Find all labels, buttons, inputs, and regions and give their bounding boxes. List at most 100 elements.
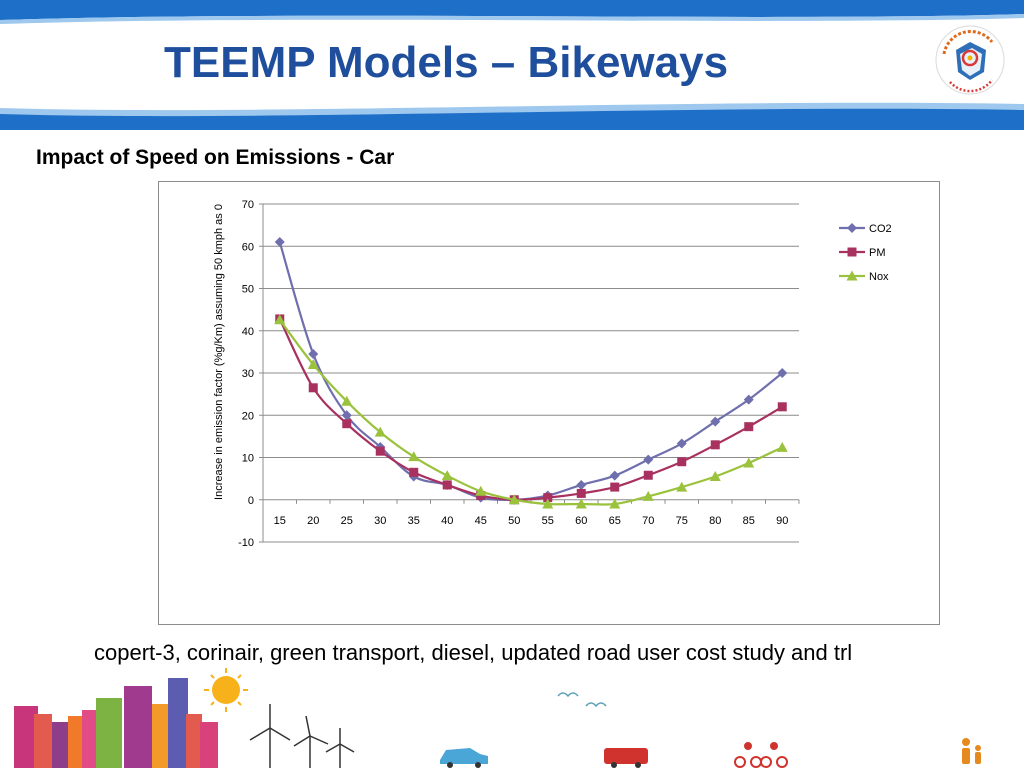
- legend-item-co2: CO2: [839, 223, 892, 235]
- data-point-square: [610, 482, 620, 492]
- bus-icon: [604, 748, 648, 768]
- gridlines: [263, 203, 799, 543]
- data-point-diamond: [308, 348, 319, 359]
- y-tick-label: -10: [238, 537, 254, 549]
- emissions-line-chart: -10 0 10 20 30 40 50 60 70 15 20 25 30 35 40 45 50 55 60 65…: [213, 199, 892, 549]
- bicycle-icon: [734, 742, 788, 768]
- data-point-diamond: [777, 368, 788, 378]
- pedestrians-icon: [962, 738, 981, 764]
- car-icon: [440, 748, 488, 768]
- y-tick-label: 40: [242, 326, 254, 338]
- x-tick-label: 30: [374, 515, 386, 527]
- series-line-pm: [278, 318, 783, 501]
- legend-item-nox: Nox: [839, 270, 889, 283]
- data-point-triangle: [475, 485, 487, 496]
- data-point-triangle: [676, 481, 688, 492]
- x-tick-label: 60: [575, 515, 587, 527]
- header: TEEMP Models – Bikeways: [0, 0, 1024, 130]
- legend-label: Nox: [869, 271, 889, 283]
- data-point-triangle: [542, 498, 554, 509]
- data-point-diamond: [609, 470, 620, 481]
- x-tick-label: 25: [341, 515, 353, 527]
- y-tick-label: 60: [242, 241, 254, 253]
- data-point-triangle: [609, 498, 621, 509]
- series-co2: [274, 237, 788, 505]
- data-point-triangle: [408, 451, 420, 462]
- data-point-square: [643, 470, 653, 480]
- data-point-square: [576, 488, 586, 498]
- x-tick-label: 75: [676, 515, 688, 527]
- series-line-nox: [278, 319, 783, 506]
- data-point-square: [442, 480, 452, 490]
- data-point-triangle: [441, 470, 453, 481]
- y-tick-label: 10: [242, 453, 254, 465]
- data-point-square: [847, 247, 857, 257]
- x-tick-label: 20: [307, 515, 319, 527]
- x-tick-label: 90: [776, 515, 788, 527]
- y-tick-label: 70: [242, 199, 254, 211]
- legend-label: PM: [869, 247, 886, 259]
- x-tick-label: 40: [441, 515, 453, 527]
- data-point-square: [308, 383, 318, 393]
- legend-label: CO2: [869, 223, 892, 235]
- data-point-triangle: [743, 457, 755, 468]
- data-point-triangle: [307, 359, 319, 370]
- data-point-triangle: [374, 426, 386, 437]
- x-tick-label: 55: [542, 515, 554, 527]
- sun-icon: [204, 668, 248, 712]
- legend-item-pm: PM: [839, 247, 886, 259]
- x-tick-label: 50: [508, 515, 520, 527]
- data-point-triangle: [341, 395, 353, 406]
- data-point-diamond: [847, 223, 857, 233]
- data-point-diamond: [576, 479, 587, 490]
- data-point-triangle: [642, 490, 654, 501]
- axes: -10 0 10 20 30 40 50 60 70 15 20 25 30 35 40 45 50 55 60 65…: [238, 199, 800, 549]
- data-point-square: [409, 467, 419, 477]
- clean-air-initiative-logo: [935, 25, 1005, 95]
- x-tick-label: 70: [642, 515, 654, 527]
- y-axis-label: Increase in emission factor (%g/Km) assu…: [213, 204, 225, 500]
- series-lines: [274, 237, 788, 509]
- series-pm: [275, 314, 787, 505]
- data-point-square: [375, 446, 385, 456]
- data-point-triangle: [508, 494, 520, 505]
- y-tick-label: 50: [242, 284, 254, 296]
- x-tick-label: 65: [609, 515, 621, 527]
- data-point-square: [342, 419, 352, 429]
- data-point-square: [677, 457, 687, 467]
- data-point-triangle: [709, 471, 721, 482]
- data-point-triangle: [846, 270, 858, 281]
- chart-heading: Impact of Speed on Emissions - Car: [36, 146, 395, 169]
- x-tick-label: 15: [274, 515, 286, 527]
- data-point-triangle: [575, 498, 587, 509]
- series-line-co2: [278, 241, 783, 502]
- data-point-diamond: [676, 438, 687, 449]
- x-tick-label: 45: [475, 515, 487, 527]
- y-tick-label: 30: [242, 368, 254, 380]
- legend: CO2 PM Nox: [839, 223, 892, 283]
- footer-illustration: [14, 668, 981, 768]
- x-tick-label: 85: [743, 515, 755, 527]
- chart-area: -10 0 10 20 30 40 50 60 70 15 20 25 30 35 40 45 50 55 60 65…: [158, 181, 940, 625]
- y-tick-label: 20: [242, 410, 254, 422]
- data-point-diamond: [274, 237, 285, 248]
- data-point-diamond: [743, 394, 754, 405]
- data-point-diamond: [341, 410, 352, 421]
- birds-icon: [557, 692, 607, 708]
- data-point-diamond: [710, 416, 721, 427]
- data-point-square: [744, 422, 754, 432]
- series-nox: [274, 314, 788, 509]
- data-point-triangle: [274, 314, 286, 325]
- data-point-diamond: [643, 454, 654, 465]
- data-point-triangle: [776, 441, 788, 452]
- header-band: [0, 0, 1024, 130]
- data-point-square: [710, 440, 720, 450]
- wind-turbine-icon: [249, 704, 355, 768]
- x-tick-label: 80: [709, 515, 721, 527]
- slide-title: TEEMP Models – Bikeways: [164, 38, 729, 87]
- city-skyline-icon: [14, 678, 218, 768]
- data-point-square: [777, 402, 787, 412]
- x-tick-label: 35: [408, 515, 420, 527]
- data-point-square: [543, 493, 553, 503]
- y-tick-label: 0: [248, 495, 254, 507]
